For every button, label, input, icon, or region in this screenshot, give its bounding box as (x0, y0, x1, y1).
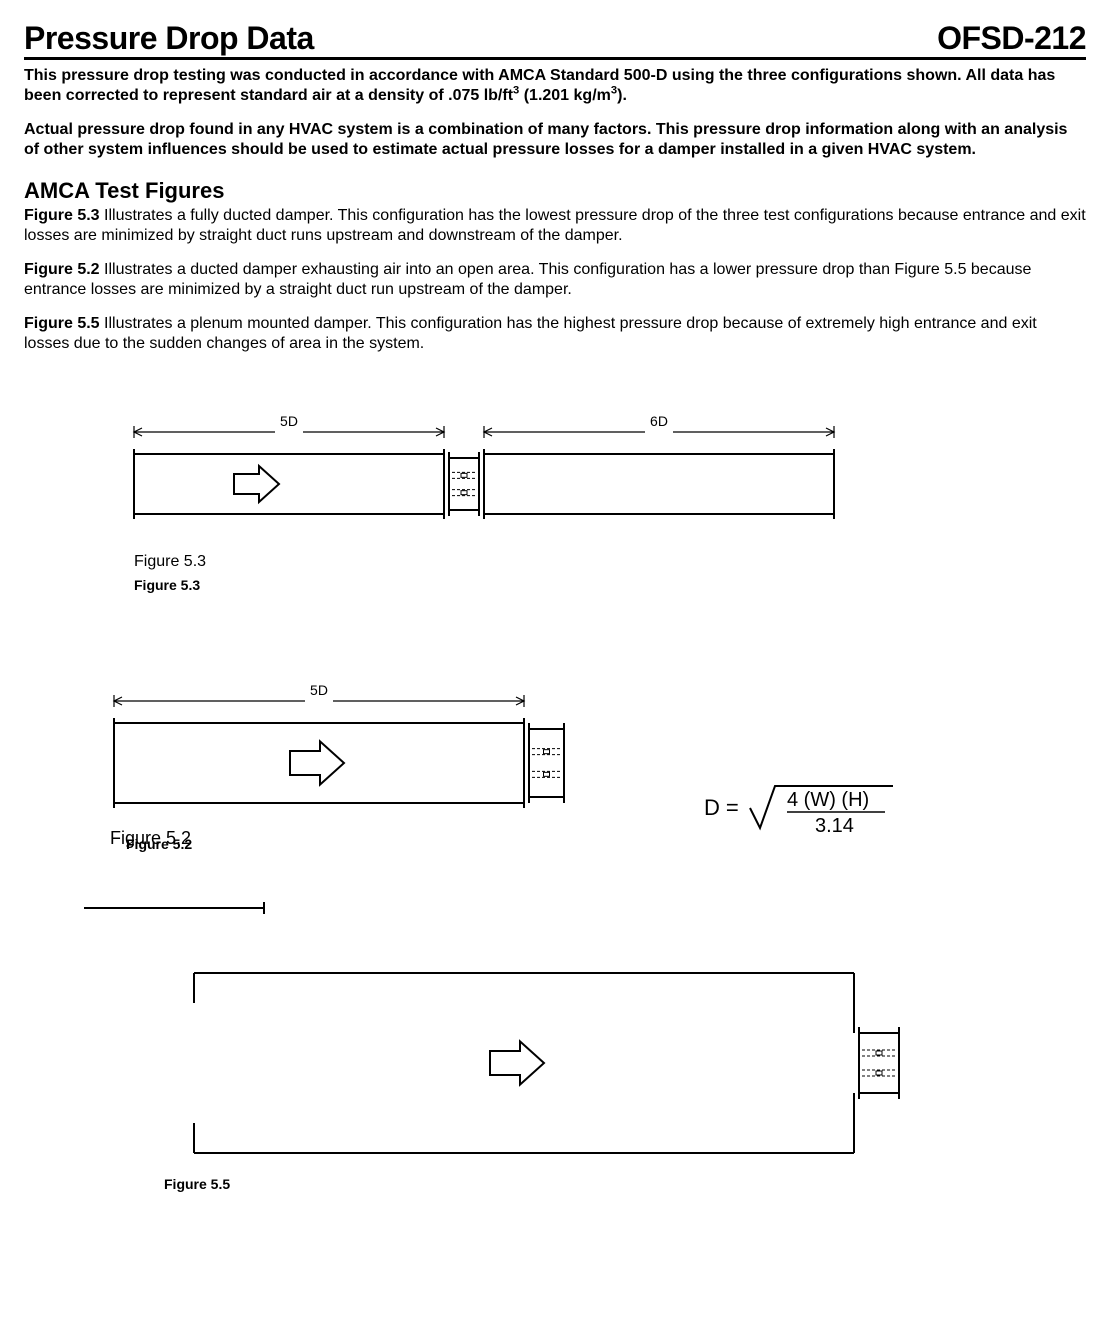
figure-5-3-caption-thin: Figure 5.3 (134, 553, 1086, 571)
figure-5-3-svg: 5D 6D (124, 414, 844, 544)
formula-sqrt-icon: 4 (W) (H) 3.14 (745, 778, 895, 838)
figure-5-3-diagram: 5D 6D Figure 5.3 Figure 5.3 (124, 414, 1086, 593)
formula-D: D (704, 795, 720, 821)
formula-denominator: 3.14 (815, 815, 854, 837)
formula-equals: = (726, 795, 739, 821)
svg-text:5D: 5D (310, 683, 328, 698)
figure-5-2-description: Figure 5.2 Illustrates a ducted damper e… (24, 260, 1086, 300)
formula: D = 4 (W) (H) 3.14 (704, 778, 895, 838)
figure-5-3-description: Figure 5.3 Illustrates a fully ducted da… (24, 206, 1086, 246)
model-code: OFSD-212 (937, 20, 1086, 57)
figure-5-5-description: Figure 5.5 Illustrates a plenum mounted … (24, 314, 1086, 354)
diagram-region: 5D 6D Figure 5.3 Figure 5.3 5D Figure 5.2… (124, 414, 1086, 1192)
intro-paragraph-2: Actual pressure drop found in any HVAC s… (24, 120, 1086, 160)
figure-5-3-caption-bold: Figure 5.3 (134, 577, 1086, 593)
svg-text:5D: 5D (280, 414, 298, 429)
formula-numerator: 4 (W) (H) (787, 789, 869, 811)
page-title: Pressure Drop Data (24, 20, 314, 57)
stray-line-icon (84, 888, 284, 928)
figure-5-5-diagram: Figure 5.5 (154, 963, 1086, 1192)
figure-5-5-svg (154, 963, 904, 1163)
intro-paragraph-1: This pressure drop testing was conducted… (24, 66, 1086, 106)
figure-5-2-diagram: 5D Figure 5.2 Figure 5.2 (104, 683, 584, 933)
figure-5-2-svg: 5D (104, 683, 584, 833)
section-title: AMCA Test Figures (24, 178, 1086, 204)
figure-5-2-caption-bold: Figure 5.2 (126, 836, 192, 852)
figure-5-5-caption-bold: Figure 5.5 (164, 1176, 1086, 1192)
header: Pressure Drop Data OFSD-212 (24, 20, 1086, 60)
figure-5-2-row: 5D Figure 5.2 Figure 5.2 D = 4 (W) (H) 3… (104, 683, 1086, 933)
svg-text:6D: 6D (650, 414, 668, 429)
